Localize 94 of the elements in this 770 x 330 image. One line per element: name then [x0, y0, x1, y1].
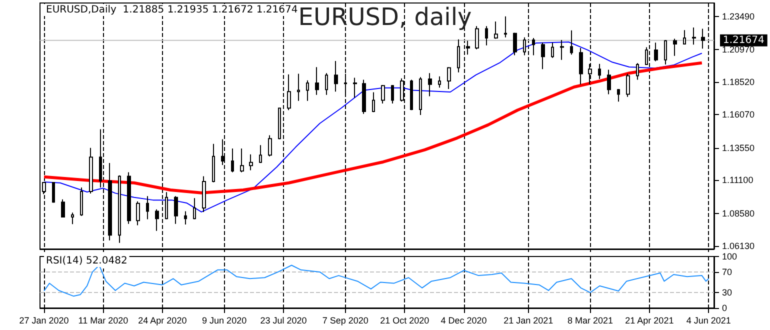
- candlestick: [334, 60, 338, 92]
- candlestick: [654, 42, 658, 62]
- y-tick-label: 30: [722, 288, 732, 298]
- candlestick: [80, 187, 83, 216]
- candlestick: [174, 196, 178, 224]
- candlestick: [249, 154, 253, 171]
- candlestick: [315, 66, 319, 96]
- candlestick: [701, 28, 705, 50]
- candlestick: [560, 40, 564, 60]
- line-series: [44, 264, 710, 297]
- chart-title: RSI(14) 52.0482: [46, 256, 128, 266]
- candlestick: [428, 72, 432, 97]
- candlestick: [287, 74, 291, 111]
- candlestick: [513, 32, 517, 56]
- candlestick: [268, 134, 272, 157]
- candlestick: [353, 77, 357, 98]
- candlestick: [438, 76, 441, 88]
- candlestick: [202, 176, 206, 212]
- candlestick: [475, 26, 479, 50]
- candlestick: [71, 212, 74, 225]
- chart-subtitle: EURUSD,Daily 1.21885 1.21935 1.21672 1.21674: [46, 4, 298, 16]
- line-series: [42, 61, 704, 194]
- candlestick: [636, 62, 639, 80]
- candlestick: [184, 210, 187, 226]
- candlestick: [278, 108, 281, 140]
- x-tick-label: 9 Jun 2020: [202, 316, 247, 326]
- candlestick: [231, 148, 234, 173]
- candlestick: [52, 182, 55, 204]
- candlestick: [118, 174, 121, 244]
- candlestick: [391, 84, 394, 104]
- candlestick: [212, 143, 215, 183]
- candlestick: [240, 148, 244, 173]
- x-tick-label: 7 Sep 2020: [322, 316, 368, 326]
- candlestick: [551, 42, 554, 58]
- x-tick-label: 21 Oct 2020: [380, 316, 430, 326]
- candlestick: [259, 144, 262, 164]
- x-tick-label: 4 Dec 2020: [440, 316, 487, 326]
- candlestick: [485, 26, 488, 46]
- y-tick-label: 1.13550: [722, 142, 755, 153]
- y-tick-label: 1.20970: [722, 44, 755, 55]
- candlestick: [598, 63, 601, 80]
- x-tick-label: 11 Mar 2020: [78, 316, 128, 326]
- candlestick: [127, 172, 131, 224]
- candlestick: [617, 88, 620, 102]
- x-tick-label: 27 Jan 2020: [19, 316, 69, 326]
- candlestick: [155, 208, 159, 232]
- chart-title: EURUSD, daily: [298, 3, 472, 31]
- candlestick: [626, 73, 630, 98]
- candlestick: [579, 47, 583, 85]
- line-series: [44, 42, 702, 212]
- y-tick-label: 70: [722, 266, 732, 277]
- y-tick-label: 1.18520: [722, 77, 755, 88]
- candlestick: [165, 192, 168, 220]
- candlestick: [372, 92, 375, 113]
- y-tick-label: 0: [722, 303, 728, 313]
- candlestick: [673, 38, 677, 56]
- x-tick-label: 23 Jul 2020: [260, 316, 307, 326]
- candlestick: [570, 30, 573, 56]
- y-tick-label: 1.08580: [722, 208, 755, 219]
- x-tick-label: 8 Mar 2021: [567, 316, 613, 326]
- x-tick-label: 24 Apr 2020: [138, 316, 187, 326]
- candlestick: [447, 66, 451, 90]
- candlestick: [381, 84, 385, 104]
- candlestick: [692, 26, 696, 46]
- candlestick: [523, 36, 526, 56]
- candlestick: [683, 30, 686, 44]
- y-tick-label: 1.11100: [722, 175, 754, 186]
- candlestick: [504, 16, 507, 38]
- ref-line-label: 1.21674: [723, 34, 764, 46]
- candlestick: [362, 79, 366, 114]
- candlestick: [419, 76, 422, 116]
- candlestick: [61, 198, 65, 218]
- candlestick: [146, 196, 149, 220]
- candlestick: [325, 72, 328, 96]
- candlestick: [607, 69, 611, 95]
- candlestick: [297, 73, 300, 102]
- x-tick-label: 21 Jan 2021: [504, 316, 554, 326]
- y-tick-label: 1.16070: [722, 109, 755, 120]
- candlestick: [136, 200, 140, 226]
- candlestick: [89, 147, 93, 194]
- candlestick: [193, 198, 196, 220]
- candlestick: [664, 40, 667, 65]
- candlestick: [532, 38, 535, 56]
- x-tick-label: 21 Apr 2021: [625, 316, 674, 326]
- candlestick: [410, 79, 413, 111]
- candlestick: [541, 42, 545, 70]
- candlestick: [108, 162, 112, 241]
- y-tick-label: 1.06130: [722, 240, 755, 251]
- candlestick: [457, 38, 460, 73]
- x-tick-label: 4 Jun 2021: [686, 316, 731, 326]
- candlestick: [306, 80, 309, 102]
- y-tick-label: 1.23490: [722, 11, 755, 22]
- y-tick-label: 100: [722, 252, 738, 262]
- candlestick: [494, 21, 498, 40]
